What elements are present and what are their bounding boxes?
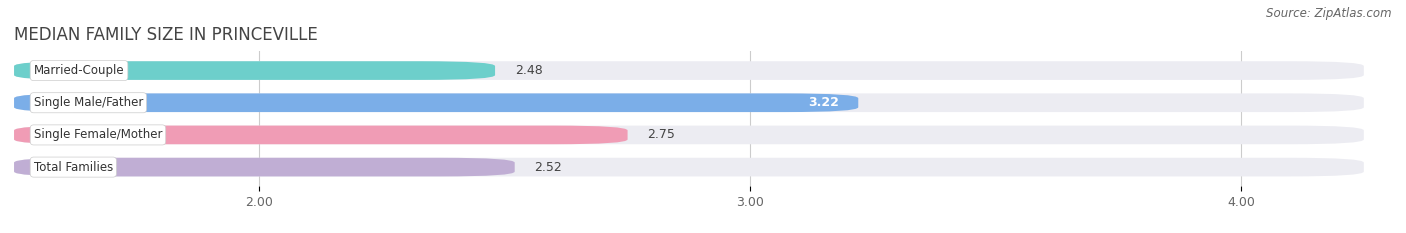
Text: 2.75: 2.75 xyxy=(647,128,675,141)
FancyBboxPatch shape xyxy=(14,93,1364,112)
FancyBboxPatch shape xyxy=(14,158,1364,176)
Text: Single Male/Father: Single Male/Father xyxy=(34,96,143,109)
Text: 2.48: 2.48 xyxy=(515,64,543,77)
FancyBboxPatch shape xyxy=(14,126,627,144)
Text: Total Families: Total Families xyxy=(34,161,112,174)
FancyBboxPatch shape xyxy=(14,61,495,80)
Text: 3.22: 3.22 xyxy=(808,96,838,109)
FancyBboxPatch shape xyxy=(14,126,1364,144)
Text: MEDIAN FAMILY SIZE IN PRINCEVILLE: MEDIAN FAMILY SIZE IN PRINCEVILLE xyxy=(14,26,318,44)
Text: Source: ZipAtlas.com: Source: ZipAtlas.com xyxy=(1267,7,1392,20)
Text: 2.52: 2.52 xyxy=(534,161,562,174)
FancyBboxPatch shape xyxy=(14,61,1364,80)
Text: Single Female/Mother: Single Female/Mother xyxy=(34,128,162,141)
Text: Married-Couple: Married-Couple xyxy=(34,64,124,77)
FancyBboxPatch shape xyxy=(14,93,858,112)
FancyBboxPatch shape xyxy=(14,158,515,176)
